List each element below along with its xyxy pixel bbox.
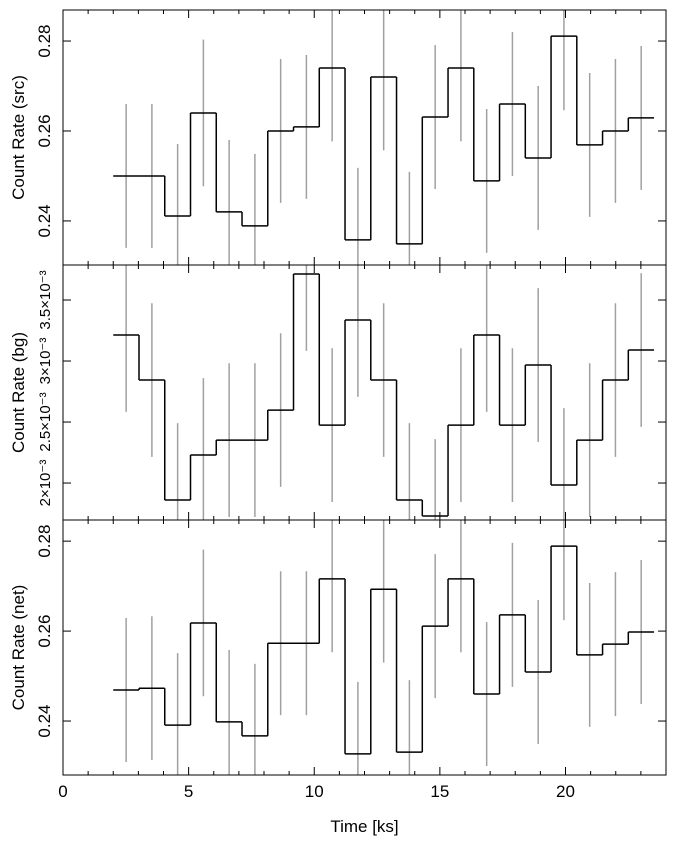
y-tick-label: 3.5×10⁻³ <box>37 270 54 329</box>
y-tick-label: 0.24 <box>35 704 54 737</box>
y-axis-label: Count Rate (bg) <box>9 332 28 453</box>
x-tick-label: 0 <box>58 782 67 801</box>
y-tick-label: 0.28 <box>35 525 54 558</box>
x-axis-label: Time [ks] <box>330 817 398 836</box>
panel-frame <box>62 9 667 266</box>
y-tick-label: 3×10⁻³ <box>37 338 54 385</box>
y-tick-label: 0.28 <box>35 24 54 57</box>
y-tick-label: 0.26 <box>35 615 54 648</box>
panel <box>113 265 655 520</box>
y-tick-label: 2.5×10⁻³ <box>37 392 54 451</box>
panel-frame <box>62 264 667 521</box>
x-tick-label: 15 <box>430 782 449 801</box>
y-tick-label: 0.26 <box>35 114 54 147</box>
y-tick-label: 2×10⁻³ <box>37 460 54 507</box>
panel-frame <box>62 519 667 776</box>
panel <box>113 10 655 265</box>
x-tick-label: 10 <box>305 782 324 801</box>
x-tick-label: 20 <box>556 782 575 801</box>
panel <box>113 520 655 775</box>
x-tick-label: 5 <box>184 782 193 801</box>
y-tick-label: 0.24 <box>35 204 54 237</box>
y-axis-label: Count Rate (src) <box>9 75 28 200</box>
y-axis-label: Count Rate (net) <box>9 585 28 711</box>
